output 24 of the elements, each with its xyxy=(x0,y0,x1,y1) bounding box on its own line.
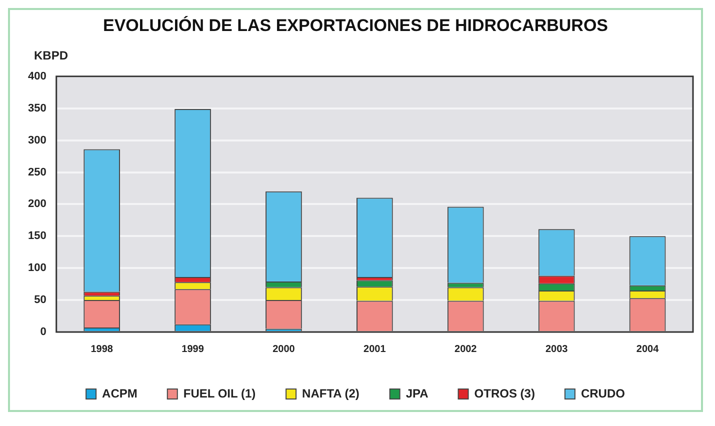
y-tick-label: 200 xyxy=(28,198,46,210)
x-tick-label: 1999 xyxy=(182,344,204,355)
y-tick-label: 250 xyxy=(28,166,46,178)
legend-label: OTROS (3) xyxy=(474,386,535,400)
y-tick-label: 300 xyxy=(28,134,46,146)
y-tick-label: 0 xyxy=(40,326,46,338)
legend-label: JPA xyxy=(406,386,429,400)
y-tick-label: 350 xyxy=(28,102,46,114)
y-tick-label: 100 xyxy=(28,262,46,274)
y-axis-title: KBPD xyxy=(34,48,68,63)
legend-label: NAFTA (2) xyxy=(302,386,360,400)
x-tick-label: 2002 xyxy=(454,344,478,355)
y-tick-label: 50 xyxy=(34,294,46,306)
legend-label: FUEL OIL (1) xyxy=(183,386,256,400)
x-tick-label: 2004 xyxy=(636,344,660,355)
legend-label: ACPM xyxy=(102,386,138,400)
x-tick-label: 2000 xyxy=(272,344,296,355)
chart-title: EVOLUCIÓN DE LAS EXPORTACIONES DE HIDROCARBUROS xyxy=(102,14,608,35)
x-tick-label: 2003 xyxy=(545,344,568,355)
x-tick-label: 2001 xyxy=(364,344,386,355)
y-tick-label: 400 xyxy=(28,70,46,82)
legend-label: CRUDO xyxy=(580,386,625,400)
x-tick-label: 1998 xyxy=(90,344,114,355)
y-tick-label: 150 xyxy=(28,230,46,242)
